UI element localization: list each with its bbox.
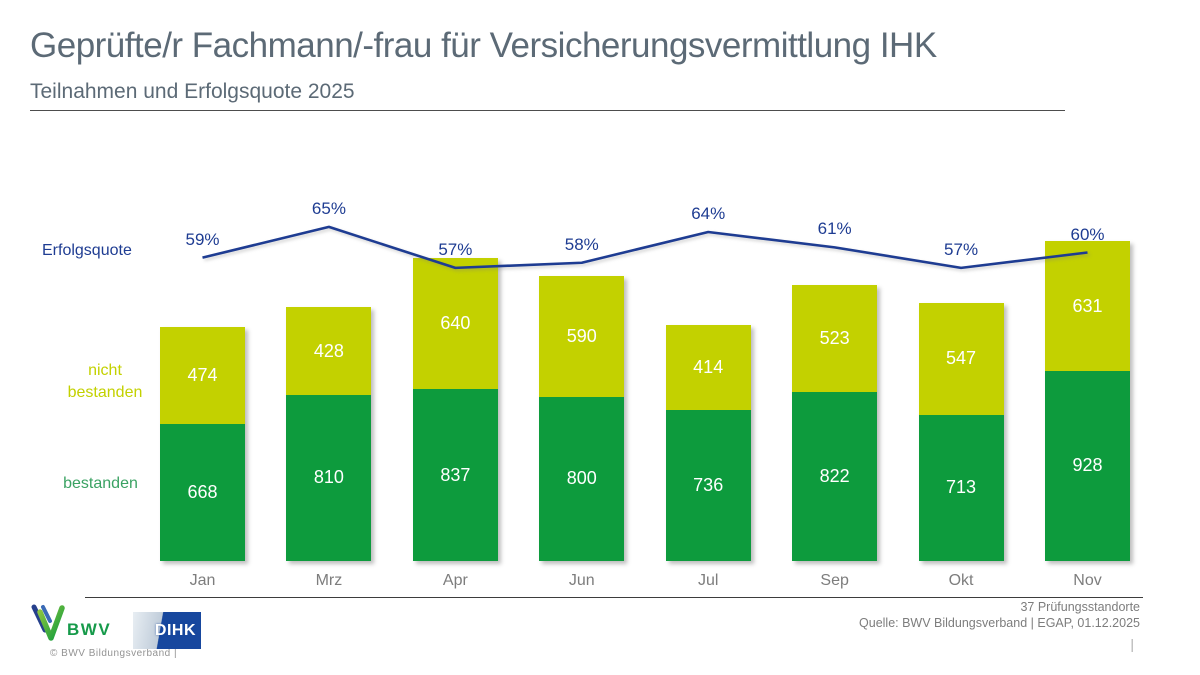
bar-value-bestanden-jul: 736 xyxy=(693,475,724,496)
x-axis-label-nov: Nov xyxy=(1073,572,1102,589)
bar-segment-nicht-bestanden-jul: 414 xyxy=(665,325,751,411)
bar-value-bestanden-apr: 837 xyxy=(440,464,471,485)
bar-segment-nicht-bestanden-jun: 590 xyxy=(539,276,625,397)
page-marker: | xyxy=(1130,636,1134,652)
bar-segment-nicht-bestanden-nov: 631 xyxy=(1045,241,1130,371)
footer-divider xyxy=(85,597,1143,598)
bar-segment-bestanden-nov: 928 xyxy=(1045,370,1130,561)
legend-erfolgsquote: Erfolgsquote xyxy=(42,242,132,259)
bar-value-nicht-bestanden-jan: 474 xyxy=(187,364,218,385)
line-value-label-jan: 59% xyxy=(185,229,220,249)
bar-apr: 640 837 xyxy=(412,258,498,561)
line-value-label-jul: 64% xyxy=(691,204,726,223)
footer-note: 37 Prüfungsstandorte xyxy=(1020,600,1140,614)
x-axis-label-jan: Jan xyxy=(189,572,216,589)
line-value-label-nov: 60% xyxy=(1070,224,1105,244)
line-value-label-sep: 61% xyxy=(817,219,852,239)
bar-value-nicht-bestanden-nov: 631 xyxy=(1072,295,1103,316)
x-axis-label-mrz: Mrz xyxy=(315,572,343,589)
bar-jul: 414 736 xyxy=(665,325,751,561)
bar-value-bestanden-nov: 928 xyxy=(1072,455,1103,476)
bar-segment-bestanden-apr: 837 xyxy=(412,389,498,561)
bar-value-nicht-bestanden-jun: 590 xyxy=(566,326,597,347)
dihk-logo: DIHK xyxy=(133,612,201,649)
bar-sep: 523 822 xyxy=(792,285,878,561)
page-title: Geprüfte/r Fachmann/-frau für Versicheru… xyxy=(30,26,937,65)
bar-segment-bestanden-jun: 800 xyxy=(539,396,625,561)
line-value-label-jun: 58% xyxy=(564,234,599,254)
bwv-logo-icon xyxy=(31,604,65,641)
legend-bestanden: bestanden xyxy=(63,475,138,492)
footer-source: Quelle: BWV Bildungsverband | EGAP, 01.1… xyxy=(859,616,1140,630)
bar-segment-bestanden-jan: 668 xyxy=(160,424,245,561)
dihk-logo-text: DIHK xyxy=(154,621,196,639)
page-subtitle: Teilnahmen und Erfolgsquote 2025 xyxy=(30,80,355,103)
header-divider xyxy=(30,110,1065,111)
bar-segment-nicht-bestanden-sep: 523 xyxy=(792,285,878,393)
bar-value-nicht-bestanden-okt: 547 xyxy=(946,348,977,369)
bar-value-bestanden-okt: 713 xyxy=(946,477,977,498)
bar-segment-bestanden-jul: 736 xyxy=(665,410,751,561)
bar-mrz: 428 810 xyxy=(286,307,372,561)
footer-source-block: 37 Prüfungsstandorte Quelle: BWV Bildung… xyxy=(859,599,1140,631)
bar-value-nicht-bestanden-jul: 414 xyxy=(693,357,724,378)
legend-nicht-bestanden: nicht bestanden xyxy=(50,360,160,404)
bar-value-nicht-bestanden-mrz: 428 xyxy=(313,340,344,361)
line-value-label-apr: 57% xyxy=(438,239,473,259)
legend-nicht-bestanden-line1: nicht xyxy=(88,362,122,379)
bar-value-bestanden-jan: 668 xyxy=(187,482,218,502)
line-value-label-okt: 57% xyxy=(944,239,979,259)
bar-jun: 590 800 xyxy=(539,276,625,561)
bwv-logo-text: BWV xyxy=(67,620,112,639)
bar-value-nicht-bestanden-apr: 640 xyxy=(440,313,471,334)
x-axis-label-sep: Sep xyxy=(820,572,849,589)
x-axis-label-jul: Jul xyxy=(697,572,719,589)
bar-value-bestanden-sep: 822 xyxy=(819,466,850,487)
bar-value-bestanden-mrz: 810 xyxy=(313,467,344,488)
x-axis-label-apr: Apr xyxy=(442,572,468,589)
bar-segment-nicht-bestanden-jan: 474 xyxy=(160,326,245,425)
bar-value-bestanden-jun: 800 xyxy=(566,468,597,489)
x-axis-label-jun: Jun xyxy=(568,572,595,589)
bar-jan: 474 668 xyxy=(160,326,245,561)
bar-segment-bestanden-mrz: 810 xyxy=(286,394,372,561)
bar-segment-nicht-bestanden-mrz: 428 xyxy=(286,307,372,395)
x-axis-label-okt: Okt xyxy=(948,572,974,589)
legend-nicht-bestanden-line2: bestanden xyxy=(67,384,143,401)
bar-value-nicht-bestanden-sep: 523 xyxy=(819,328,850,349)
bar-okt: 547 713 xyxy=(918,302,1004,561)
bar-nov: 631 928 xyxy=(1045,241,1130,561)
bar-segment-nicht-bestanden-apr: 640 xyxy=(412,258,498,390)
bar-segment-bestanden-sep: 822 xyxy=(792,392,878,561)
line-value-label-mrz: 65% xyxy=(311,198,346,218)
bar-segment-nicht-bestanden-okt: 547 xyxy=(918,302,1004,415)
bar-segment-bestanden-okt: 713 xyxy=(918,414,1004,561)
footer-copyright: © BWV Bildungsverband | xyxy=(50,648,178,659)
